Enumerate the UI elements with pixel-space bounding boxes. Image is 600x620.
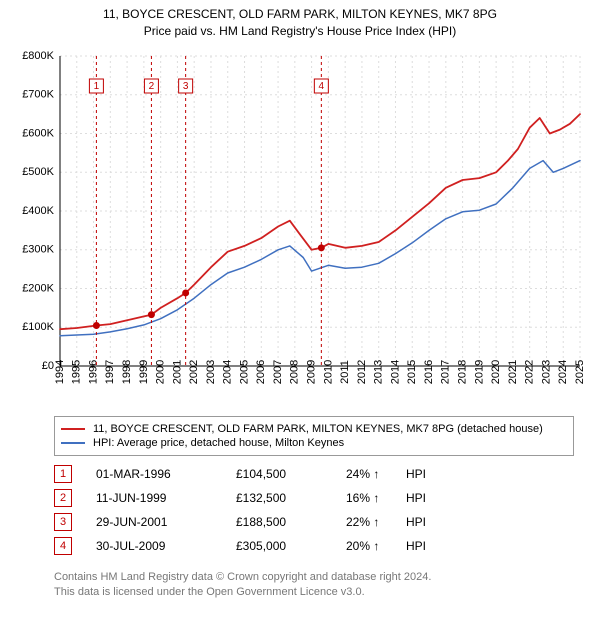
- svg-text:2008: 2008: [289, 360, 301, 384]
- svg-text:2004: 2004: [222, 360, 234, 384]
- txn-price: £104,500: [236, 467, 346, 481]
- svg-text:2002: 2002: [188, 360, 200, 384]
- txn-suffix: HPI: [406, 515, 426, 529]
- legend: 11, BOYCE CRESCENT, OLD FARM PARK, MILTO…: [54, 416, 574, 456]
- svg-text:£0: £0: [42, 360, 54, 372]
- svg-text:2012: 2012: [356, 360, 368, 384]
- figure-root: 11, BOYCE CRESCENT, OLD FARM PARK, MILTO…: [0, 0, 600, 620]
- svg-text:£400K: £400K: [22, 205, 54, 217]
- txn-price: £132,500: [236, 491, 346, 505]
- svg-text:1: 1: [94, 81, 100, 92]
- footnote-line1: Contains HM Land Registry data © Crown c…: [54, 570, 431, 585]
- svg-text:3: 3: [183, 81, 189, 92]
- table-row: 1 01-MAR-1996 £104,500 24% ↑ HPI: [54, 462, 426, 486]
- txn-date: 11-JUN-1999: [96, 491, 236, 505]
- svg-text:1995: 1995: [71, 360, 83, 384]
- svg-text:2018: 2018: [456, 360, 468, 384]
- table-row: 3 29-JUN-2001 £188,500 22% ↑ HPI: [54, 510, 426, 534]
- svg-text:£100K: £100K: [22, 321, 54, 333]
- svg-text:2019: 2019: [473, 360, 485, 384]
- txn-pct: 20% ↑: [346, 539, 406, 553]
- txn-pct: 24% ↑: [346, 467, 406, 481]
- svg-text:£700K: £700K: [22, 89, 54, 101]
- txn-pct: 22% ↑: [346, 515, 406, 529]
- txn-price: £305,000: [236, 539, 346, 553]
- svg-text:1998: 1998: [121, 360, 133, 384]
- txn-suffix: HPI: [406, 539, 426, 553]
- txn-suffix: HPI: [406, 491, 426, 505]
- svg-text:2009: 2009: [306, 360, 318, 384]
- transactions-table: 1 01-MAR-1996 £104,500 24% ↑ HPI 2 11-JU…: [54, 462, 426, 558]
- title-subtitle: Price paid vs. HM Land Registry's House …: [0, 23, 600, 40]
- table-row: 4 30-JUL-2009 £305,000 20% ↑ HPI: [54, 534, 426, 558]
- svg-text:2000: 2000: [155, 360, 167, 384]
- txn-marker-1: 1: [54, 465, 72, 483]
- txn-marker-3: 3: [54, 513, 72, 531]
- txn-price: £188,500: [236, 515, 346, 529]
- svg-text:2025: 2025: [574, 360, 586, 384]
- legend-item-hpi: HPI: Average price, detached house, Milt…: [61, 437, 567, 449]
- legend-label-hpi: HPI: Average price, detached house, Milt…: [93, 437, 344, 449]
- legend-item-property: 11, BOYCE CRESCENT, OLD FARM PARK, MILTO…: [61, 423, 567, 435]
- legend-swatch-property: [61, 428, 85, 430]
- svg-text:2014: 2014: [389, 360, 401, 384]
- txn-date: 29-JUN-2001: [96, 515, 236, 529]
- svg-text:1999: 1999: [138, 360, 150, 384]
- svg-text:2006: 2006: [255, 360, 267, 384]
- svg-text:2010: 2010: [322, 360, 334, 384]
- svg-text:1996: 1996: [87, 360, 99, 384]
- svg-text:2022: 2022: [524, 360, 536, 384]
- svg-text:2016: 2016: [423, 360, 435, 384]
- chart: £0 £100K £200K £300K £400K £500K £600K £700K £80…: [12, 48, 588, 408]
- svg-text:2021: 2021: [507, 360, 519, 384]
- svg-text:2024: 2024: [557, 360, 569, 384]
- svg-text:2020: 2020: [490, 360, 502, 384]
- txn-marker-4: 4: [54, 537, 72, 555]
- title-block: 11, BOYCE CRESCENT, OLD FARM PARK, MILTO…: [0, 0, 600, 40]
- svg-text:2015: 2015: [406, 360, 418, 384]
- chart-svg: £0 £100K £200K £300K £400K £500K £600K £700K £80…: [12, 48, 588, 408]
- txn-date: 01-MAR-1996: [96, 467, 236, 481]
- txn-date: 30-JUL-2009: [96, 539, 236, 553]
- svg-text:2003: 2003: [205, 360, 217, 384]
- footnote: Contains HM Land Registry data © Crown c…: [54, 570, 431, 600]
- title-address: 11, BOYCE CRESCENT, OLD FARM PARK, MILTO…: [0, 6, 600, 23]
- svg-text:£200K: £200K: [22, 282, 54, 294]
- svg-text:2023: 2023: [540, 360, 552, 384]
- svg-text:2017: 2017: [440, 360, 452, 384]
- svg-text:2013: 2013: [373, 360, 385, 384]
- svg-text:1997: 1997: [104, 360, 116, 384]
- footnote-line2: This data is licensed under the Open Gov…: [54, 585, 431, 600]
- txn-suffix: HPI: [406, 467, 426, 481]
- svg-text:2007: 2007: [272, 360, 284, 384]
- table-row: 2 11-JUN-1999 £132,500 16% ↑ HPI: [54, 486, 426, 510]
- svg-text:£800K: £800K: [22, 50, 54, 62]
- legend-swatch-hpi: [61, 442, 85, 444]
- svg-text:2011: 2011: [339, 360, 351, 384]
- txn-marker-2: 2: [54, 489, 72, 507]
- svg-text:2001: 2001: [171, 360, 183, 384]
- svg-text:2: 2: [149, 81, 155, 92]
- svg-text:4: 4: [319, 81, 325, 92]
- svg-text:£300K: £300K: [22, 244, 54, 256]
- svg-text:2005: 2005: [238, 360, 250, 384]
- legend-label-property: 11, BOYCE CRESCENT, OLD FARM PARK, MILTO…: [93, 423, 543, 435]
- svg-text:£600K: £600K: [22, 127, 54, 139]
- svg-text:£500K: £500K: [22, 166, 54, 178]
- txn-pct: 16% ↑: [346, 491, 406, 505]
